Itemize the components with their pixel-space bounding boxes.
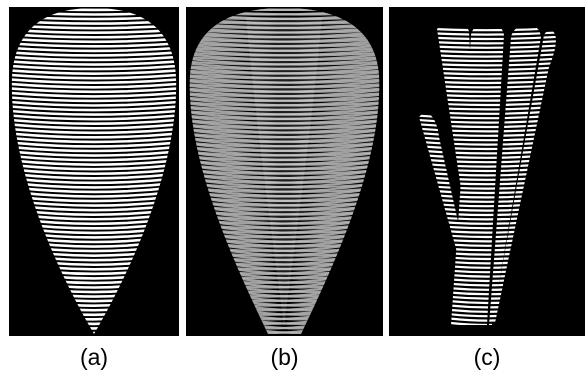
panel-a-fringe-pattern — [11, 8, 177, 334]
panel-b-image — [186, 7, 383, 336]
caption-a: (a) — [79, 344, 109, 370]
caption-b: (b) — [270, 344, 299, 370]
caption-c: (c) — [473, 344, 501, 370]
panel-c-fringe-pattern — [419, 22, 556, 326]
panel-c-image — [389, 7, 585, 336]
panel-a-image — [9, 7, 179, 336]
panel-b-fringe-pattern — [189, 8, 380, 334]
